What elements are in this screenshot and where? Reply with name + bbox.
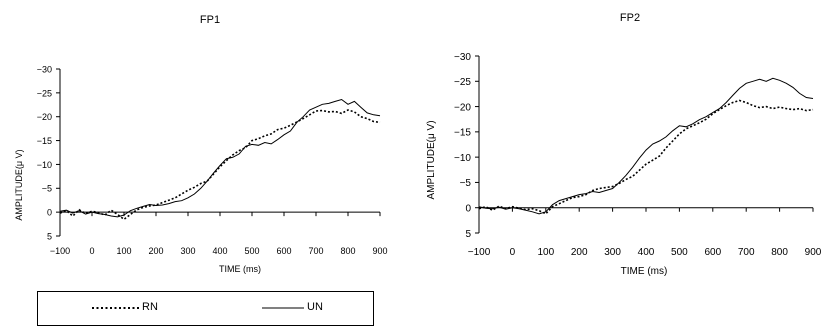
y-tick-label: −5 xyxy=(42,184,52,194)
series-line-un xyxy=(59,98,381,218)
x-tick-label: 400 xyxy=(212,246,227,256)
y-tick-label: −15 xyxy=(37,136,52,146)
x-axis-label: TIME (ms) xyxy=(621,266,668,277)
x-tick-label: −100 xyxy=(468,247,491,258)
x-tick-label: 900 xyxy=(805,247,822,258)
y-tick-label: 5 xyxy=(47,231,52,241)
legend-swatches xyxy=(92,307,304,309)
y-tick-label: −10 xyxy=(37,160,52,170)
y-tick-label: −5 xyxy=(460,178,472,189)
y-tick-label: −15 xyxy=(454,128,471,139)
series-line-rn xyxy=(478,99,814,215)
x-tick-label: 500 xyxy=(671,247,688,258)
y-tick-label: −30 xyxy=(37,64,52,74)
y-tick-label: −25 xyxy=(454,77,471,88)
x-tick-label: 600 xyxy=(276,246,291,256)
x-tick-label: 400 xyxy=(638,247,655,258)
x-tick-label: 300 xyxy=(604,247,621,258)
y-tick-label: −10 xyxy=(454,153,471,164)
series-line-rn xyxy=(59,109,381,221)
series-line-un xyxy=(478,77,814,215)
y-axis-label: AMPLITUDE(μ V) xyxy=(14,149,24,220)
x-tick-label: 700 xyxy=(308,246,323,256)
x-tick-label: 200 xyxy=(571,247,588,258)
chart-fp2-plot: AMPLITUDE(μ V) TIME (ms) −30 −25 −20 −15 −10… xyxy=(426,52,822,277)
y-tick-label: 0 xyxy=(465,204,471,215)
x-tick-label: 500 xyxy=(244,246,259,256)
chart-fp2: FP2 AMPLITUDE(μ V) TIME (ms) −30 −25 −20 −1… xyxy=(412,0,824,290)
chart-fp1: FP1 AMPLITUDE(μ V) TIME (ms) −30 −25 −20 −1… xyxy=(0,0,400,290)
x-tick-label: 100 xyxy=(116,246,131,256)
y-tick-label: 5 xyxy=(465,229,471,240)
x-tick-label: 100 xyxy=(537,247,554,258)
x-tick-label: 700 xyxy=(738,247,755,258)
x-tick-label: 300 xyxy=(180,246,195,256)
x-tick-label: 900 xyxy=(372,246,387,256)
y-tick-label: −20 xyxy=(37,112,52,122)
y-tick-label: −20 xyxy=(454,102,471,113)
legend: RN UN xyxy=(37,291,374,326)
y-tick-label: −30 xyxy=(454,52,471,63)
legend-label-rn: RN xyxy=(142,301,158,313)
x-tick-label: 600 xyxy=(704,247,721,258)
x-tick-label: −100 xyxy=(50,246,70,256)
y-tick-label: 0 xyxy=(47,208,52,218)
x-tick-label: 0 xyxy=(89,246,94,256)
x-axis-label: TIME (ms) xyxy=(219,264,261,274)
x-tick-label: 0 xyxy=(510,247,516,258)
y-axis-label: AMPLITUDE(μ V) xyxy=(426,120,437,199)
chart-title: FP2 xyxy=(619,12,641,24)
chart-title: FP1 xyxy=(199,14,221,26)
x-tick-label: 800 xyxy=(771,247,788,258)
x-tick-label: 200 xyxy=(148,246,163,256)
legend-label-un: UN xyxy=(307,301,323,313)
x-tick-label: 800 xyxy=(340,246,355,256)
y-tick-label: −25 xyxy=(37,88,52,98)
chart-fp1-plot: AMPLITUDE(μ V) TIME (ms) −30 −25 −20 −15 −10… xyxy=(14,64,388,274)
